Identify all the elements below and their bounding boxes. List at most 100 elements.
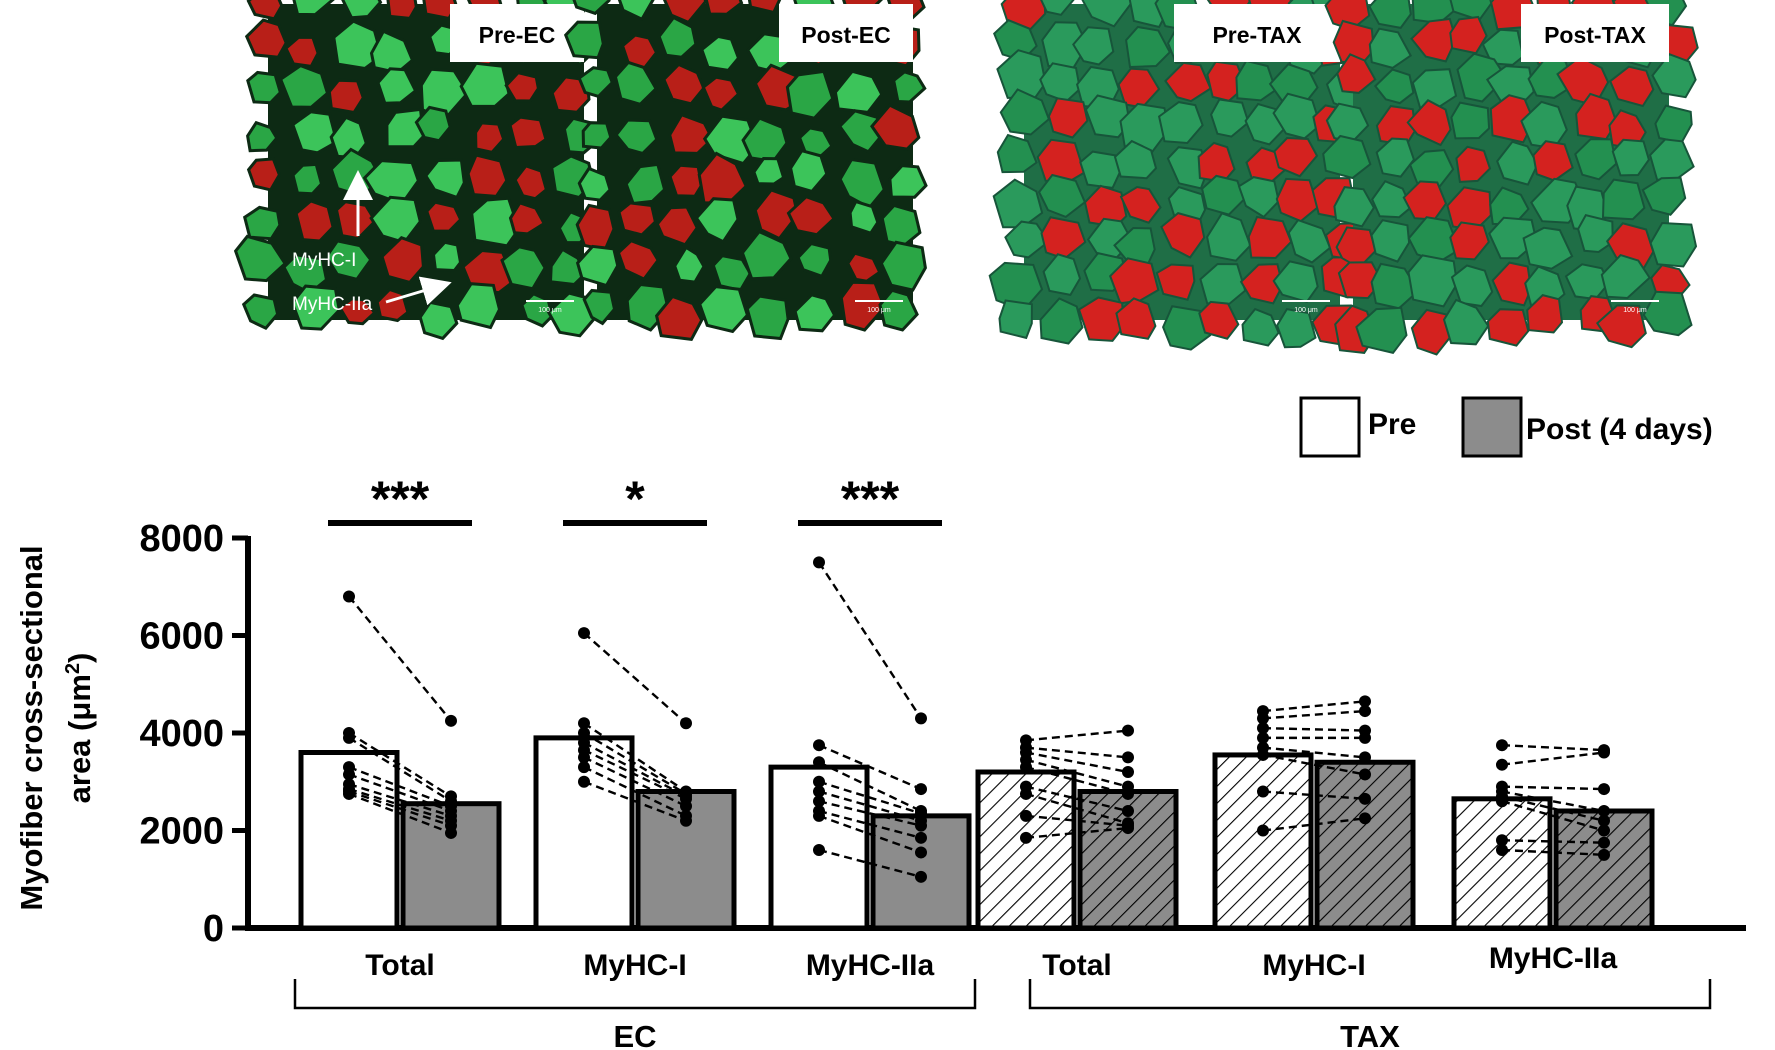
data-point-post [915, 846, 927, 859]
myofiber-type-i [1047, 97, 1089, 139]
data-point-pre [578, 717, 590, 730]
paired-line [1262, 709, 1366, 720]
myofiber-type-iia [1004, 220, 1050, 259]
paired-line [583, 780, 687, 822]
paired-line [1262, 753, 1366, 776]
panel-label-box [1174, 4, 1340, 62]
data-point-post [1598, 814, 1610, 827]
annotation-myhc-iia: MyHC-IIa [292, 294, 373, 315]
paired-line [1025, 758, 1129, 788]
x-tick-label: MyHC-IIa [1489, 942, 1618, 975]
data-point-pre [1020, 831, 1032, 844]
paired-line [1262, 790, 1366, 801]
paired-line [1262, 817, 1366, 832]
paired-line [1501, 800, 1605, 832]
data-point-post [1598, 746, 1610, 759]
data-point-post [680, 814, 692, 827]
x-tick-label: MyHC-IIa [806, 949, 935, 982]
myofiber-type-i [422, 0, 458, 21]
paired-line [1262, 700, 1366, 713]
myofiber-type-iia [1040, 0, 1075, 16]
data-point-pre [578, 751, 590, 764]
paired-line [348, 595, 452, 722]
myofiber-type-i [380, 235, 425, 285]
myofiber-type-i [504, 71, 540, 103]
data-point-post [1122, 751, 1134, 764]
myofiber-type-i [655, 205, 699, 247]
data-point-post [1598, 805, 1610, 817]
myofiber-type-iia [548, 247, 588, 287]
data-point-pre [1020, 761, 1032, 774]
group-label-tax: TAX [1340, 1019, 1400, 1050]
myofiber-type-iia [572, 0, 611, 16]
myofiber-type-i [386, 0, 418, 20]
panel-label-post-tax: Post-TAX [1544, 22, 1646, 48]
paired-line [348, 790, 452, 827]
data-point-post [1598, 836, 1610, 849]
myofiber-type-iia [470, 196, 521, 248]
myofiber-type-i [668, 163, 704, 198]
data-point-post [1122, 766, 1134, 778]
myofiber-type-iia [1072, 26, 1115, 66]
myofiber-type-iia [1113, 139, 1158, 180]
myofiber-type-iia [657, 15, 698, 59]
data-point-pre [1257, 748, 1269, 761]
legend: Pre Post (4 days) [1299, 396, 1713, 458]
x-tick-label: MyHC-I [583, 949, 686, 982]
bar-post-ec-myhc-i [635, 789, 737, 931]
data-point-post [445, 714, 457, 727]
y-tick-label: 6000 [139, 616, 224, 658]
panel-label-pre-ec: Pre-EC [479, 22, 556, 48]
paired-line [818, 790, 922, 822]
paired-line [348, 773, 452, 813]
myofiber-type-iia [702, 114, 760, 166]
data-point-pre [343, 768, 355, 781]
myofiber-type-iia [1488, 216, 1538, 260]
myofiber-type-i [616, 238, 660, 281]
myofiber-type-i [1491, 261, 1533, 307]
myofiber-type-iia [624, 162, 667, 206]
myofiber-type-iia [1574, 138, 1618, 181]
myofiber-type-iia [1522, 226, 1574, 270]
data-point-post [1122, 822, 1134, 835]
myofiber-type-i [704, 0, 744, 16]
myofiber-type-i [246, 0, 284, 21]
paired-line [818, 761, 922, 813]
paired-line [1025, 746, 1129, 759]
y-tick-label: 0 [203, 908, 224, 950]
data-point-pre [1496, 834, 1508, 847]
myofiber-type-iia [999, 88, 1051, 136]
paired-line [1025, 826, 1129, 840]
paired-line [1501, 839, 1605, 844]
bar-post-ec-total [400, 801, 502, 931]
myofiber-type-iia [1287, 218, 1332, 264]
panel-label-box [779, 4, 913, 62]
myofiber-type-i [1406, 99, 1452, 147]
data-point-pre [1496, 758, 1508, 771]
myofiber-type-iia [833, 69, 884, 114]
data-point-pre [813, 556, 825, 569]
myofiber-type-iia [880, 203, 922, 248]
myofiber-type-i [334, 199, 378, 241]
myofiber-type-i [1239, 263, 1284, 305]
data-point-pre [813, 844, 825, 856]
myofiber-type-iia [418, 300, 459, 341]
myofiber-type-iia [796, 241, 833, 279]
legend-label-pre: Pre [1368, 408, 1416, 441]
myofiber-type-iia [1275, 307, 1317, 349]
myofiber-type-iia [888, 164, 928, 199]
paired-line [348, 787, 452, 822]
myofiber-type-iia [892, 70, 927, 104]
myofiber-type-iia [697, 285, 750, 334]
paired-line [1501, 848, 1605, 857]
data-point-pre [1496, 739, 1508, 752]
myofiber-type-i [1115, 297, 1157, 340]
data-point-pre [1020, 787, 1032, 800]
data-point-post [1359, 731, 1371, 744]
myofiber-type-i [337, 297, 377, 326]
myofiber-type-iia [292, 0, 335, 17]
myofiber-type-i [1336, 53, 1377, 94]
significance-marker: *** [841, 471, 900, 527]
paired-line [1262, 726, 1366, 732]
myofiber-type-iia [1373, 68, 1415, 105]
